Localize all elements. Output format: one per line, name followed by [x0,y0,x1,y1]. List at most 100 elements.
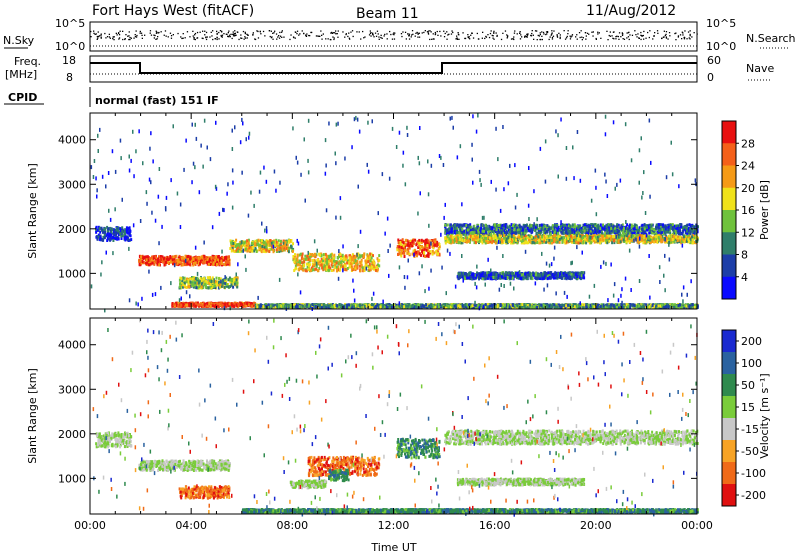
data-cell [525,229,527,232]
noise-point [682,34,683,35]
data-cell [222,279,224,282]
noise-point [653,35,654,36]
data-cell [339,268,341,271]
noise-point [428,31,429,32]
noise-point [244,39,245,40]
data-cell [420,254,422,257]
noise-point [456,36,457,37]
data-cell [447,224,449,227]
data-cell [432,253,434,256]
data-cell [155,255,157,258]
data-cell [299,261,301,264]
data-cell [215,256,217,259]
noise-point [90,36,91,37]
data-cell [373,265,375,268]
noise-point [551,30,552,31]
noise-point [581,30,582,31]
data-cell [378,259,380,262]
data-cell [429,246,431,249]
noise-point [142,38,143,39]
noise-point [306,36,307,37]
data-cell [219,262,221,265]
noise-point [482,38,483,39]
freq-tick-top: 18 [62,54,76,67]
data-cell [112,236,114,239]
noise-point [457,39,458,40]
data-cell [336,262,338,265]
noise-point [317,35,318,36]
data-cell [203,261,205,264]
noise-point [629,39,630,40]
data-cell [223,281,225,284]
noise-point [197,37,198,38]
noise-point [628,32,629,33]
data-cell [345,265,347,268]
data-cell [585,241,587,244]
data-cell [234,283,236,286]
data-cell [580,229,582,232]
noise-point [623,38,624,39]
noise-point [428,32,429,33]
noise-point [682,32,683,33]
nave-label: Nave [746,62,774,75]
data-cell [419,248,421,251]
noise-point [221,31,222,32]
data-cell [190,256,192,259]
noise-point [180,36,181,37]
data-cell [427,252,429,255]
data-cell [321,267,323,270]
noise-point [244,36,245,37]
data-cell [514,228,516,231]
noise-point [332,33,333,34]
noise-point [150,30,151,31]
noise-point [207,36,208,37]
noise-point [477,33,478,34]
noise-point [173,34,174,35]
noise-point [195,39,196,40]
noise-point [97,38,98,39]
data-cell [181,277,183,280]
noise-point [596,39,597,40]
noise-point [277,36,278,37]
noise-point [620,36,621,37]
data-cell [189,285,191,288]
noise-point [583,37,584,38]
noise-point [557,34,558,35]
noise-point [640,39,641,40]
data-cell [147,255,149,258]
data-cell [414,239,416,242]
noise-point [609,35,610,36]
noise-point [533,39,534,40]
frequency-trace [90,63,697,73]
data-cell [455,227,457,230]
data-cell [517,231,519,234]
data-cell [603,239,605,242]
data-cell [662,223,664,226]
noise-point [425,30,426,31]
noise-point [386,33,387,34]
noise-point [299,33,300,34]
data-cell [124,239,126,242]
noise-point [557,37,558,38]
data-cell [435,244,437,247]
noise-point [373,36,374,37]
noise-point [144,35,145,36]
data-cell [230,279,232,282]
noise-point [335,33,336,34]
noise-point [667,38,668,39]
noise-point [360,38,361,39]
noise-point [437,31,438,32]
noise-point [283,37,284,38]
data-cell [236,278,238,281]
data-cell [513,234,515,237]
data-cell [550,226,552,229]
data-cell [636,226,638,229]
noise-point [688,31,689,32]
noise-point [412,34,413,35]
data-cell [203,278,205,281]
data-cell [278,239,280,242]
noise-point [230,34,231,35]
data-cell [107,227,109,230]
noise-point [530,35,531,36]
noise-point [269,30,270,31]
